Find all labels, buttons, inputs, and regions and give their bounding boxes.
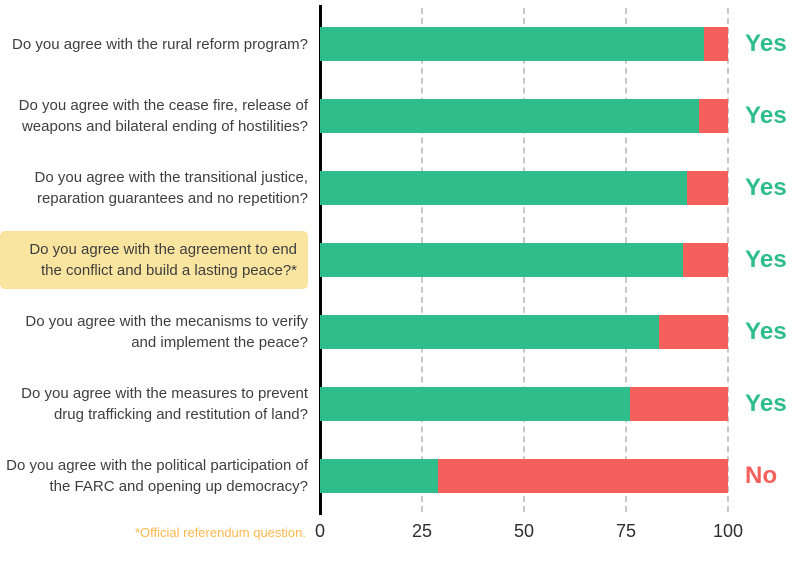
yes-bar-segment bbox=[320, 243, 684, 277]
result-label: No bbox=[745, 462, 778, 489]
x-tick-75: 75 bbox=[615, 521, 637, 541]
question-label-official: Do you agree with the agreement to end t… bbox=[0, 231, 308, 289]
chart-row: Do you agree with the political particip… bbox=[0, 440, 800, 512]
stacked-bar bbox=[320, 243, 728, 277]
stacked-bar bbox=[320, 315, 728, 349]
stacked-bar bbox=[320, 99, 728, 133]
stacked-bar bbox=[320, 171, 728, 205]
no-bar-segment bbox=[438, 459, 728, 493]
yes-bar-segment bbox=[320, 171, 688, 205]
no-bar-segment bbox=[699, 99, 728, 133]
chart-row: Do you agree with the measures to preven… bbox=[0, 368, 800, 440]
question-label: Do you agree with the political particip… bbox=[6, 457, 308, 495]
stacked-bar bbox=[320, 387, 728, 421]
no-bar-segment bbox=[658, 315, 728, 349]
result-label: Yes bbox=[745, 30, 787, 57]
gridline-100 bbox=[727, 8, 729, 512]
yes-bar-segment bbox=[320, 459, 439, 493]
chart-row: Do you agree with the cease fire, releas… bbox=[0, 80, 800, 152]
yes-bar-segment bbox=[320, 315, 659, 349]
yes-bar-segment bbox=[320, 27, 704, 61]
x-tick-25: 25 bbox=[411, 521, 433, 541]
question-label: Do you agree with the rural reform progr… bbox=[12, 35, 308, 53]
stacked-bar bbox=[320, 459, 728, 493]
question-label: Do you agree with the measures to preven… bbox=[21, 385, 308, 423]
yes-bar-segment bbox=[320, 387, 631, 421]
x-tick-0: 0 bbox=[314, 521, 326, 541]
chart-row: Do you agree with the rural reform progr… bbox=[0, 8, 800, 80]
yes-bar-segment bbox=[320, 99, 700, 133]
result-label: Yes bbox=[745, 174, 787, 201]
result-label: Yes bbox=[745, 102, 787, 129]
stacked-bar bbox=[320, 27, 728, 61]
question-label: Do you agree with the mecanisms to verif… bbox=[25, 313, 308, 351]
no-bar-segment bbox=[630, 387, 728, 421]
chart-rows: Do you agree with the rural reform progr… bbox=[0, 8, 800, 512]
no-bar-segment bbox=[687, 171, 728, 205]
result-label: Yes bbox=[745, 390, 787, 417]
x-tick-100: 100 bbox=[712, 521, 744, 541]
result-label: Yes bbox=[745, 318, 787, 345]
x-axis-ticks: 0 25 50 75 100 bbox=[315, 521, 743, 547]
no-bar-segment bbox=[683, 243, 728, 277]
chart-row: Do you agree with the agreement to end t… bbox=[0, 224, 800, 296]
question-label: Do you agree with the transitional justi… bbox=[34, 169, 308, 207]
footnote: *Official referendum question. bbox=[134, 525, 306, 540]
result-label: Yes bbox=[745, 246, 787, 273]
x-tick-50: 50 bbox=[513, 521, 535, 541]
question-label: Do you agree with the cease fire, releas… bbox=[18, 97, 308, 135]
chart-row: Do you agree with the mecanisms to verif… bbox=[0, 296, 800, 368]
chart-row: Do you agree with the transitional justi… bbox=[0, 152, 800, 224]
no-bar-segment bbox=[703, 27, 728, 61]
